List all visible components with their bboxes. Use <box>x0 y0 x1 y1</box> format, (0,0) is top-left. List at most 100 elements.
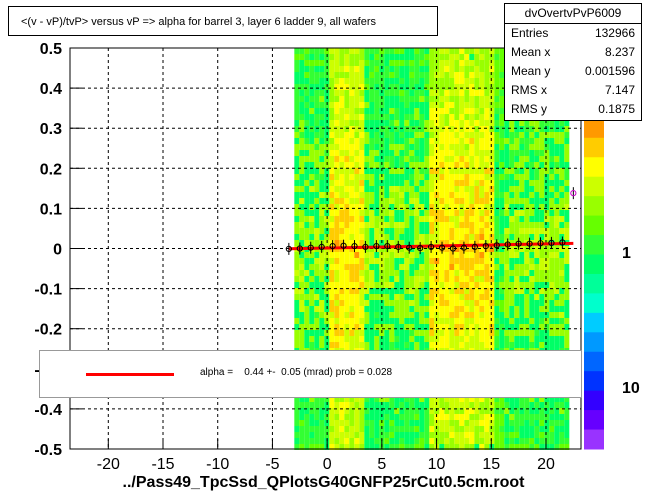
heatmap-cell <box>294 180 300 186</box>
heatmap-cell <box>439 174 445 180</box>
heatmap-cell <box>429 258 435 264</box>
heatmap-cell <box>354 258 360 264</box>
palette-swatch <box>584 351 604 372</box>
heatmap-cell <box>419 162 425 168</box>
heatmap-cell <box>504 336 510 342</box>
heatmap-cell <box>469 120 475 126</box>
heatmap-cell <box>514 414 520 420</box>
heatmap-cell <box>404 108 410 114</box>
heatmap-cell <box>559 222 565 228</box>
heatmap-cell <box>439 282 445 288</box>
heatmap-cell <box>499 294 505 300</box>
heatmap-cell <box>404 84 410 90</box>
heatmap-cell <box>309 84 315 90</box>
heatmap-cell <box>464 48 470 54</box>
heatmap-cell <box>504 258 510 264</box>
heatmap-cell <box>514 438 520 444</box>
heatmap-cell <box>554 234 560 240</box>
heatmap-cell <box>314 240 320 246</box>
heatmap-cell <box>404 336 410 342</box>
heatmap-cell <box>329 276 335 282</box>
heatmap-cell <box>364 270 370 276</box>
heatmap-cell <box>299 192 305 198</box>
heatmap-cell <box>524 438 530 444</box>
heatmap-cell <box>349 174 355 180</box>
heatmap-cell <box>549 324 555 330</box>
heatmap-cell <box>384 408 390 414</box>
heatmap-cell <box>564 156 570 162</box>
heatmap-cell <box>529 300 535 306</box>
stats-value: 0.1875 <box>598 102 635 116</box>
heatmap-cell <box>404 264 410 270</box>
heatmap-cell <box>304 276 310 282</box>
heatmap-cell <box>354 312 360 318</box>
heatmap-cell <box>514 174 520 180</box>
heatmap-cell <box>344 48 350 54</box>
heatmap-cell <box>319 426 325 432</box>
heatmap-cell <box>294 264 300 270</box>
heatmap-cell <box>344 132 350 138</box>
heatmap-cell <box>424 234 430 240</box>
heatmap-cell <box>369 402 375 408</box>
heatmap-cell <box>544 438 550 444</box>
heatmap-cell <box>384 60 390 66</box>
heatmap-cell <box>384 342 390 348</box>
heatmap-cell <box>429 72 435 78</box>
heatmap-cell <box>444 192 450 198</box>
heatmap-cell <box>304 156 310 162</box>
heatmap-cell <box>499 318 505 324</box>
heatmap-cell <box>339 204 345 210</box>
heatmap-cell <box>554 438 560 444</box>
heatmap-cell <box>509 396 515 402</box>
heatmap-cell <box>469 174 475 180</box>
heatmap-cell <box>509 144 515 150</box>
heatmap-cell <box>419 408 425 414</box>
heatmap-cell <box>374 186 380 192</box>
heatmap-cell <box>299 276 305 282</box>
heatmap-cell <box>359 324 365 330</box>
heatmap-cell <box>499 72 505 78</box>
heatmap-cell <box>539 438 545 444</box>
heatmap-cell <box>409 186 415 192</box>
heatmap-cell <box>424 156 430 162</box>
heatmap-cell <box>489 324 495 330</box>
heatmap-cell <box>294 222 300 228</box>
heatmap-cell <box>384 114 390 120</box>
heatmap-cell <box>344 276 350 282</box>
heatmap-cell <box>454 138 460 144</box>
heatmap-cell <box>404 282 410 288</box>
heatmap-cell <box>339 156 345 162</box>
heatmap-cell <box>549 210 555 216</box>
heatmap-cell <box>469 186 475 192</box>
heatmap-cell <box>524 426 530 432</box>
heatmap-cell <box>354 186 360 192</box>
heatmap-cell <box>489 294 495 300</box>
heatmap-cell <box>374 282 380 288</box>
heatmap-cell <box>424 228 430 234</box>
heatmap-cell <box>319 138 325 144</box>
heatmap-cell <box>364 48 370 54</box>
heatmap-cell <box>339 300 345 306</box>
heatmap-cell <box>304 408 310 414</box>
heatmap-cell <box>539 234 545 240</box>
heatmap-cell <box>559 324 565 330</box>
heatmap-cell <box>394 336 400 342</box>
heatmap-cell <box>534 414 540 420</box>
heatmap-cell <box>354 426 360 432</box>
heatmap-cell <box>364 312 370 318</box>
heatmap-cell <box>549 228 555 234</box>
y-tick-label: -0.2 <box>34 322 62 339</box>
heatmap-cell <box>359 288 365 294</box>
heatmap-cell <box>554 336 560 342</box>
heatmap-cell <box>384 438 390 444</box>
heatmap-cell <box>399 318 405 324</box>
heatmap-cell <box>429 186 435 192</box>
stats-label: RMS y <box>511 102 547 116</box>
heatmap-cell <box>484 132 490 138</box>
heatmap-cell <box>539 330 545 336</box>
x-tick-label: 15 <box>482 456 500 473</box>
heatmap-cell <box>294 402 300 408</box>
heatmap-cell <box>319 66 325 72</box>
heatmap-cell <box>504 228 510 234</box>
heatmap-cell <box>319 156 325 162</box>
